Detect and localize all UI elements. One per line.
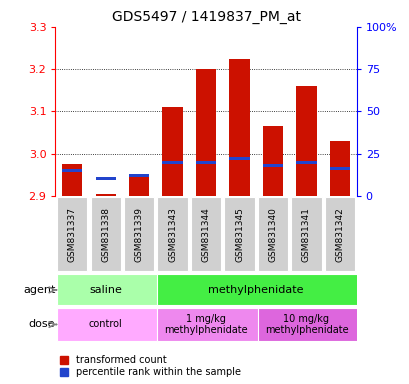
Text: GSM831344: GSM831344	[201, 207, 210, 262]
Text: control: control	[88, 319, 122, 329]
Bar	[196, 69, 216, 196]
Bar	[162, 161, 182, 164]
Text: GSM831340: GSM831340	[268, 207, 277, 262]
FancyBboxPatch shape	[90, 197, 120, 271]
Bar	[229, 58, 249, 196]
Bar	[329, 141, 349, 196]
Bar	[229, 157, 249, 160]
Text: GSM831341: GSM831341	[301, 207, 310, 262]
FancyBboxPatch shape	[57, 274, 172, 306]
FancyBboxPatch shape	[257, 197, 288, 271]
FancyBboxPatch shape	[57, 197, 87, 271]
Bar	[262, 164, 282, 167]
FancyBboxPatch shape	[157, 197, 187, 271]
Bar	[162, 107, 182, 196]
Text: GSM831338: GSM831338	[101, 207, 110, 262]
Bar	[296, 86, 316, 196]
Bar	[95, 177, 115, 180]
FancyBboxPatch shape	[291, 197, 321, 271]
FancyBboxPatch shape	[157, 274, 373, 306]
Title: GDS5497 / 1419837_PM_at: GDS5497 / 1419837_PM_at	[111, 10, 300, 25]
Text: dose: dose	[29, 319, 55, 329]
Bar	[95, 194, 115, 196]
Text: GSM831345: GSM831345	[234, 207, 243, 262]
Bar	[129, 174, 149, 177]
FancyBboxPatch shape	[324, 197, 354, 271]
Text: saline: saline	[89, 285, 122, 295]
Text: 10 mg/kg
methylphenidate: 10 mg/kg methylphenidate	[264, 314, 347, 335]
FancyBboxPatch shape	[157, 308, 272, 341]
Text: GSM831342: GSM831342	[335, 207, 344, 262]
FancyBboxPatch shape	[124, 197, 154, 271]
Bar	[296, 161, 316, 164]
FancyBboxPatch shape	[57, 308, 172, 341]
Bar	[129, 177, 149, 196]
Text: GSM831343: GSM831343	[168, 207, 177, 262]
Text: GSM831339: GSM831339	[134, 207, 143, 262]
Text: methylphenidate: methylphenidate	[208, 285, 303, 295]
FancyBboxPatch shape	[257, 308, 373, 341]
Text: 1 mg/kg
methylphenidate: 1 mg/kg methylphenidate	[164, 314, 247, 335]
Bar	[196, 161, 216, 164]
FancyBboxPatch shape	[191, 197, 220, 271]
FancyBboxPatch shape	[224, 197, 254, 271]
Bar	[62, 164, 82, 196]
Bar	[262, 126, 282, 196]
Bar	[329, 167, 349, 170]
Legend: transformed count, percentile rank within the sample: transformed count, percentile rank withi…	[60, 355, 240, 377]
Text: GSM831337: GSM831337	[67, 207, 76, 262]
Bar	[62, 169, 82, 172]
Text: agent: agent	[23, 285, 55, 295]
